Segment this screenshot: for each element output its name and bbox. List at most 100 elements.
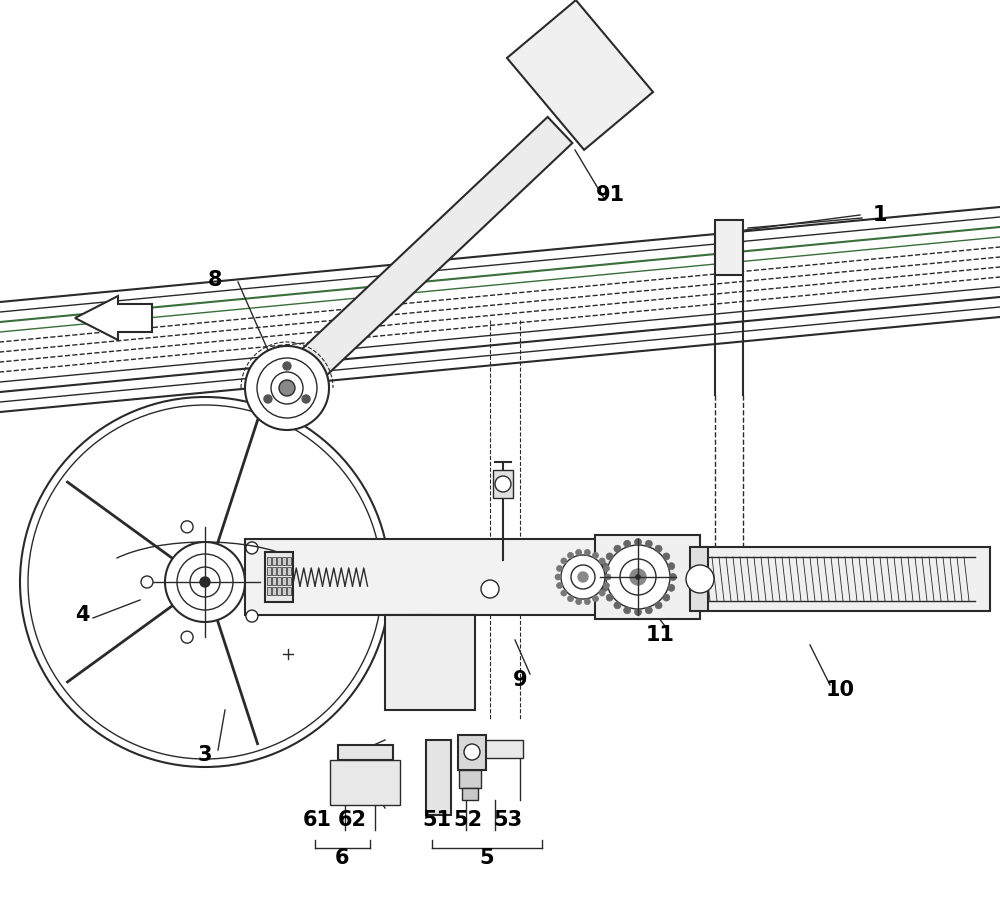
Circle shape	[606, 553, 613, 560]
Bar	[426, 740, 451, 815]
Bar	[459, 770, 481, 788]
Bar	[267, 557, 271, 565]
Circle shape	[686, 565, 714, 593]
Bar	[458, 740, 523, 758]
Circle shape	[600, 573, 606, 581]
Circle shape	[593, 57, 601, 65]
Circle shape	[614, 602, 621, 609]
Text: 9: 9	[513, 670, 527, 690]
Circle shape	[302, 395, 310, 403]
Circle shape	[271, 372, 303, 404]
Circle shape	[537, 58, 545, 66]
Bar	[462, 788, 478, 800]
Circle shape	[636, 574, 640, 580]
Text: 61: 61	[302, 810, 332, 830]
Circle shape	[561, 555, 605, 599]
Circle shape	[670, 573, 676, 581]
Circle shape	[624, 540, 631, 547]
Bar	[272, 587, 276, 595]
Circle shape	[576, 549, 582, 555]
Bar	[267, 577, 271, 585]
Text: 53: 53	[493, 810, 523, 830]
Circle shape	[584, 599, 590, 604]
Bar	[287, 577, 291, 585]
Circle shape	[606, 594, 613, 601]
Bar	[272, 577, 276, 585]
Circle shape	[557, 583, 563, 589]
Circle shape	[570, 30, 578, 38]
Circle shape	[141, 576, 153, 588]
Bar	[287, 567, 291, 575]
Circle shape	[603, 565, 609, 572]
Circle shape	[165, 542, 245, 622]
Circle shape	[624, 607, 631, 613]
Text: 51: 51	[422, 810, 452, 830]
Bar	[265, 552, 293, 602]
Circle shape	[571, 565, 595, 589]
Circle shape	[181, 521, 193, 533]
Circle shape	[605, 574, 611, 580]
Circle shape	[257, 358, 317, 418]
Circle shape	[532, 53, 550, 72]
Circle shape	[584, 549, 590, 555]
Bar	[272, 567, 276, 575]
Bar	[245, 539, 690, 615]
Circle shape	[599, 558, 605, 564]
Circle shape	[561, 558, 567, 564]
Circle shape	[264, 395, 272, 403]
Bar	[458, 735, 486, 770]
Circle shape	[576, 599, 582, 604]
Circle shape	[568, 553, 574, 558]
Circle shape	[181, 631, 193, 643]
Circle shape	[663, 553, 670, 560]
Bar	[338, 745, 393, 760]
Circle shape	[635, 609, 642, 615]
Circle shape	[245, 346, 329, 430]
Circle shape	[568, 595, 574, 602]
Circle shape	[481, 580, 499, 598]
Text: 52: 52	[453, 810, 483, 830]
Bar	[282, 577, 286, 585]
Circle shape	[614, 545, 621, 552]
Text: 91: 91	[595, 185, 625, 205]
Bar	[690, 547, 708, 611]
Circle shape	[620, 559, 656, 595]
Circle shape	[601, 563, 608, 570]
Polygon shape	[507, 0, 653, 149]
Bar	[277, 577, 281, 585]
Circle shape	[645, 540, 652, 547]
Bar	[410, 615, 438, 675]
Circle shape	[578, 572, 588, 582]
Circle shape	[557, 565, 563, 572]
Circle shape	[635, 538, 642, 545]
Circle shape	[655, 545, 662, 552]
Circle shape	[565, 25, 583, 43]
Bar	[715, 220, 743, 275]
Bar	[287, 587, 291, 595]
Text: 11: 11	[646, 625, 674, 645]
Text: 10: 10	[826, 680, 854, 700]
Circle shape	[246, 542, 258, 554]
Bar	[267, 567, 271, 575]
Circle shape	[577, 107, 595, 125]
Circle shape	[592, 553, 598, 558]
Text: 1: 1	[873, 205, 887, 225]
Text: 8: 8	[208, 270, 222, 290]
Bar	[385, 615, 475, 710]
Circle shape	[655, 602, 662, 609]
Bar	[330, 760, 400, 805]
Circle shape	[561, 590, 567, 596]
Circle shape	[200, 577, 210, 587]
Polygon shape	[75, 296, 152, 340]
Circle shape	[495, 476, 511, 492]
Circle shape	[606, 545, 670, 609]
Circle shape	[246, 610, 258, 622]
Circle shape	[582, 112, 590, 120]
Bar	[267, 587, 271, 595]
Bar	[415, 620, 433, 670]
Bar	[277, 567, 281, 575]
Bar	[595, 535, 700, 619]
Text: 4: 4	[75, 605, 89, 625]
Circle shape	[588, 52, 606, 70]
Bar	[690, 547, 990, 611]
